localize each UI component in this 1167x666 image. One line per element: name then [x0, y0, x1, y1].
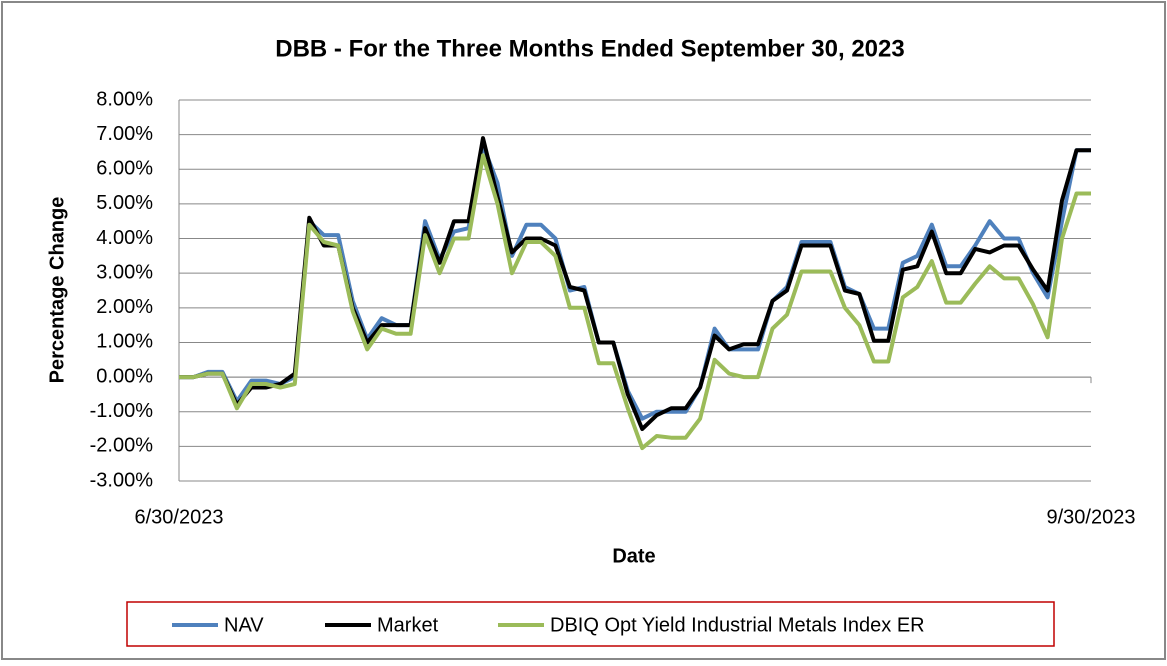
y-tick-label: 1.00%	[96, 331, 153, 353]
y-tick-label: 4.00%	[96, 227, 153, 249]
y-tick-label: 3.00%	[96, 261, 153, 283]
x-tick-label: 9/30/2023	[1047, 506, 1136, 528]
y-tick-label: 8.00%	[96, 88, 153, 110]
legend-label: Market	[377, 614, 439, 636]
y-tick-label: -2.00%	[90, 435, 154, 457]
y-tick-label: 0.00%	[96, 365, 153, 387]
y-tick-label: -3.00%	[90, 469, 154, 491]
y-axis-label: Percentage Change	[46, 197, 68, 384]
y-tick-label: 7.00%	[96, 123, 153, 145]
legend-label: DBIQ Opt Yield Industrial Metals Index E…	[550, 614, 925, 636]
chart-title: DBB - For the Three Months Ended Septemb…	[275, 35, 904, 62]
x-tick-label: 6/30/2023	[135, 506, 224, 528]
legend-label: NAV	[224, 614, 264, 636]
x-axis-label: Date	[612, 545, 655, 567]
y-tick-label: 2.00%	[96, 296, 153, 318]
data-line	[179, 153, 1091, 451]
data-line	[179, 143, 1091, 421]
y-tick-label: -1.00%	[90, 400, 154, 422]
y-tick-label: 6.00%	[96, 158, 153, 180]
legend-box	[126, 601, 1055, 647]
y-tick-label: 5.00%	[96, 192, 153, 214]
